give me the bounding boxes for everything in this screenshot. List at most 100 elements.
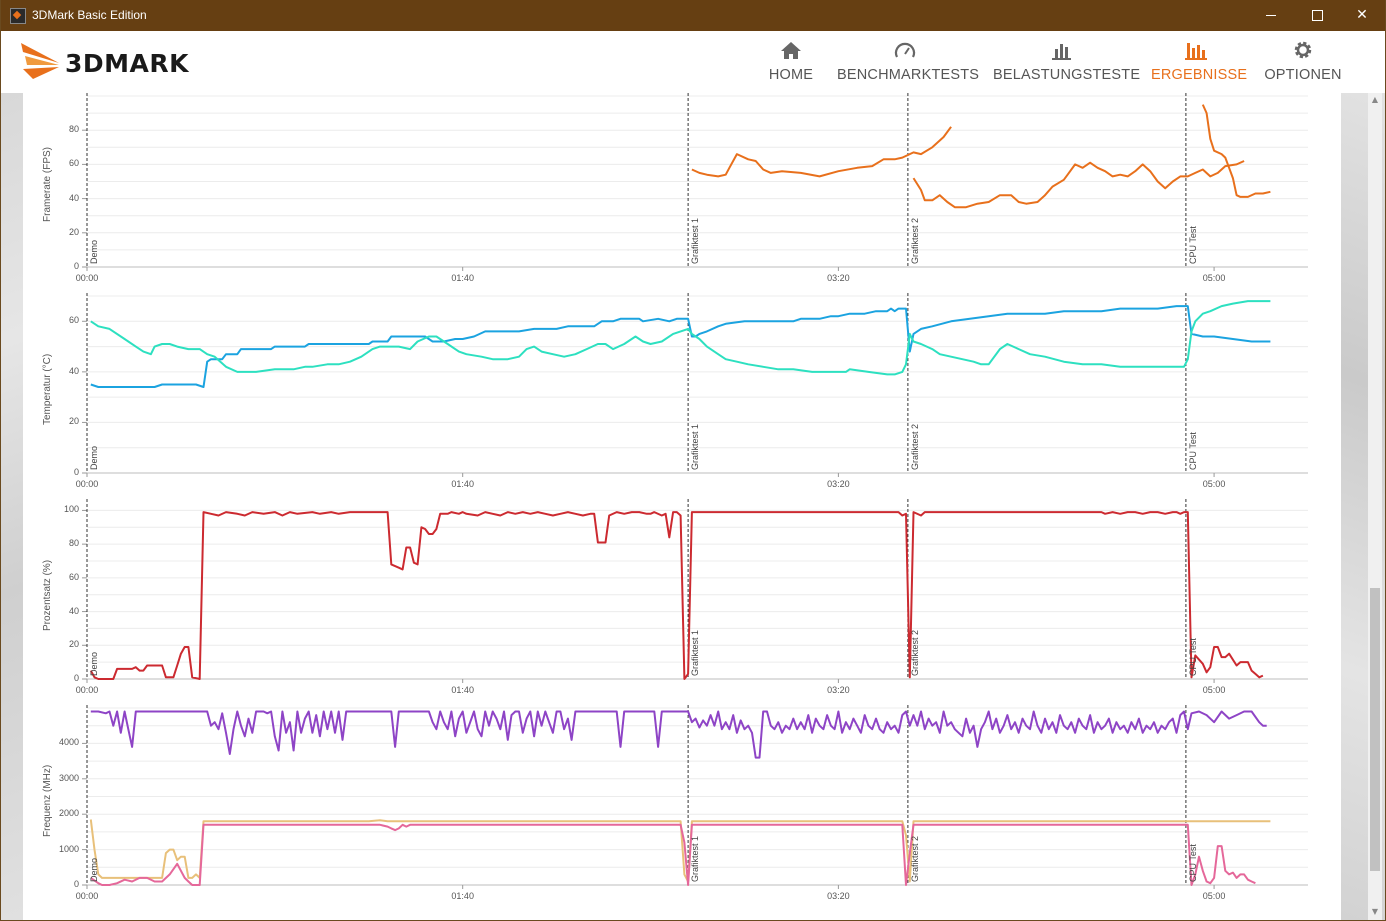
- y-tick-label: 80: [68, 538, 79, 549]
- phase-marker-label: Grafiktest 1: [690, 423, 701, 470]
- x-tick-label: 03:20: [827, 685, 850, 695]
- background-left: [1, 93, 23, 920]
- phase-marker-label: CPU Test: [1187, 844, 1198, 882]
- x-tick-label: 01:40: [451, 479, 474, 489]
- x-tick-label: 03:20: [827, 479, 850, 489]
- chart-panel: 0 20 40 60 80 00:00 01:40 03:20 05:00 Framerate (…: [23, 93, 1341, 293]
- phase-marker-label: Demo: [89, 445, 99, 470]
- nav-ergebnisse-label: ERGEBNISSE: [1151, 67, 1248, 83]
- x-tick-label: 01:40: [451, 685, 474, 695]
- app-header: 3DMARK HOME BENCHMARKTESTS BELASTUNGSTES…: [1, 31, 1385, 93]
- x-tick-label: 00:00: [75, 685, 99, 695]
- x-tick-label: 00:00: [75, 273, 99, 283]
- phase-marker-label: Grafiktest 2: [909, 423, 920, 470]
- y-tick-label: 4000: [58, 737, 79, 748]
- x-tick-label: 03:20: [827, 891, 850, 901]
- nav-optionen[interactable]: OPTIONEN: [1261, 31, 1345, 93]
- y-axis-label: Framerate (FPS): [42, 146, 53, 222]
- nav-home[interactable]: HOME: [761, 31, 821, 93]
- series-line: [1201, 104, 1271, 198]
- phase-marker-label: CPU Test: [1187, 226, 1198, 264]
- chart-svg: [82, 705, 1308, 889]
- title-bar[interactable]: 3DMark Basic Edition ✕: [1, 0, 1385, 31]
- chart-svg: [82, 293, 1308, 477]
- phase-marker-label: Demo: [89, 651, 99, 676]
- minimize-icon: [1266, 15, 1276, 16]
- maximize-button[interactable]: [1294, 0, 1340, 31]
- y-axis-label: Temperatur (°C): [42, 353, 53, 425]
- x-tick-label: 00:00: [75, 479, 99, 489]
- phase-marker-label: Grafiktest 1: [690, 629, 701, 676]
- phase-marker-label: Grafiktest 1: [690, 217, 701, 264]
- y-tick-label: 100: [63, 504, 79, 515]
- logo[interactable]: 3DMARK: [19, 39, 229, 83]
- y-tick-label: 0: [73, 467, 79, 477]
- x-tick-label: 00:00: [75, 891, 99, 901]
- results-icon: [1185, 43, 1207, 60]
- minimize-button[interactable]: [1248, 0, 1294, 31]
- x-tick-label: 01:40: [451, 273, 474, 283]
- chart-svg: [82, 499, 1308, 683]
- y-tick-label: 1000: [58, 843, 79, 854]
- phase-marker-label: Demo: [89, 239, 99, 264]
- window-title: 3DMark Basic Edition: [32, 8, 147, 22]
- nav-benchmarktests-label: BENCHMARKTESTS: [837, 67, 980, 83]
- phase-marker-label: Grafiktest 2: [909, 835, 920, 882]
- series-line: [691, 126, 952, 178]
- y-tick-label: 0: [73, 261, 79, 271]
- gear-icon: [1294, 41, 1312, 59]
- gauge-icon: [894, 42, 916, 58]
- chart-svg: [82, 93, 1308, 271]
- y-tick-label: 2000: [58, 808, 79, 819]
- scrollbar-thumb[interactable]: [1370, 588, 1380, 871]
- y-tick-label: 40: [68, 365, 79, 376]
- series-line: [89, 511, 1264, 680]
- y-tick-label: 20: [68, 226, 79, 237]
- x-tick-label: 05:00: [1202, 891, 1226, 901]
- nav-benchmarktests[interactable]: BENCHMARKTESTS: [837, 31, 980, 93]
- logo-text: 3DMARK: [65, 49, 189, 78]
- scroll-up-icon[interactable]: ▲: [1371, 95, 1379, 104]
- maximize-icon: [1312, 10, 1323, 21]
- y-tick-label: 60: [68, 571, 79, 582]
- y-tick-label: 40: [68, 605, 79, 616]
- series-line: [90, 300, 1271, 376]
- y-axis-label: Frequenz (MHz): [42, 764, 53, 837]
- x-tick-label: 05:00: [1202, 273, 1226, 283]
- x-tick-label: 01:40: [451, 891, 474, 901]
- phase-marker-label: Demo: [89, 857, 99, 882]
- x-tick-label: 03:20: [827, 273, 850, 283]
- close-button[interactable]: ✕: [1339, 0, 1385, 31]
- y-axis-label: Prozentsatz (%): [42, 559, 53, 631]
- phase-marker-label: CPU Test: [1187, 638, 1198, 676]
- y-tick-label: 0: [73, 879, 79, 889]
- y-tick-label: 40: [68, 192, 79, 203]
- phase-marker-label: Grafiktest 1: [690, 835, 701, 882]
- nav-belastungsteste[interactable]: BELASTUNGSTESTE: [993, 31, 1141, 93]
- nav-ergebnisse[interactable]: ERGEBNISSE: [1151, 31, 1248, 93]
- close-icon: ✕: [1356, 7, 1368, 23]
- series-line: [90, 823, 1256, 886]
- y-tick-label: 80: [68, 124, 79, 135]
- app-icon: [10, 8, 26, 24]
- series-line: [912, 160, 1245, 209]
- y-tick-label: 20: [68, 416, 79, 427]
- phase-marker-label: Grafiktest 2: [909, 629, 920, 676]
- series-line: [90, 305, 1271, 388]
- y-tick-label: 0: [73, 673, 79, 683]
- nav-optionen-label: OPTIONEN: [1264, 67, 1342, 83]
- chart-panel: 0 20 40 60 00:00 01:40 03:20 05:00 Temperatur (°…: [23, 292, 1341, 499]
- scroll-down-icon[interactable]: ▼: [1371, 907, 1379, 916]
- y-tick-label: 3000: [58, 772, 79, 783]
- series-line: [90, 710, 1267, 759]
- y-tick-label: 60: [68, 158, 79, 169]
- series-line: [89, 819, 1271, 883]
- chart-panel: 0 1000 2000 3000 4000 00:00 01:40 03:20 05:00 Fre…: [23, 704, 1341, 911]
- phase-marker-label: CPU Test: [1187, 432, 1198, 470]
- phase-marker-label: Grafiktest 2: [909, 217, 920, 264]
- y-tick-label: 20: [68, 639, 79, 650]
- nav-belastungsteste-label: BELASTUNGSTESTE: [993, 67, 1141, 83]
- x-tick-label: 05:00: [1202, 685, 1226, 695]
- nav-home-label: HOME: [768, 67, 814, 83]
